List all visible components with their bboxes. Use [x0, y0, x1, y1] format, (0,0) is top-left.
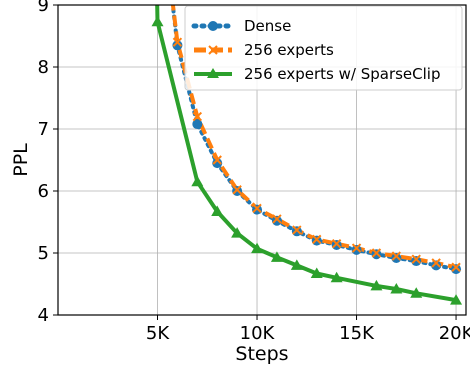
series-lines [155, 5, 458, 303]
data-point-256-experts [451, 262, 461, 272]
data-point-dense [451, 264, 462, 275]
data-point-dense [212, 158, 223, 169]
legend-entry-dense: Dense [191, 17, 291, 35]
data-point-256-experts [212, 155, 222, 165]
legend-marker-256-experts [208, 45, 218, 55]
data-point-256-experts-w-sparseclip [410, 287, 423, 298]
data-point-256-experts-w-sparseclip [231, 227, 244, 238]
legend-label-sparseclip: 256 experts w/ SparseClip [244, 65, 441, 83]
legend-label-dense: Dense [244, 17, 291, 35]
y-tick-label: 4 [38, 305, 49, 326]
legend-entry-sparseclip: 256 experts w/ SparseClip [194, 65, 441, 83]
data-point-256-experts-w-sparseclip [191, 175, 204, 187]
x-tick-label: 15K [339, 323, 375, 344]
data-point-dense [192, 119, 203, 130]
series-line-256-experts [170, 5, 457, 270]
y-tick-label: 8 [38, 57, 49, 78]
legend: Dense 256 experts 256 experts w/ SparseC… [184, 5, 463, 91]
legend-marker-dense [208, 21, 218, 31]
legend-box [184, 5, 463, 91]
data-point-dense [351, 244, 362, 255]
data-point-dense [411, 256, 422, 267]
x-axis-label: Steps [235, 343, 288, 365]
y-tick-label: 6 [38, 181, 49, 202]
data-point-256-experts-w-sparseclip [251, 242, 264, 254]
series-line-256-experts-w-sparseclip [155, 5, 457, 303]
data-point-256-experts-w-sparseclip [370, 279, 383, 291]
legend-entry-256-experts: 256 experts [194, 41, 334, 59]
data-point-dense [172, 40, 183, 51]
data-point-256-experts-w-sparseclip [270, 251, 283, 262]
data-point-256-experts [371, 248, 382, 258]
data-point-dense [391, 252, 402, 263]
y-tick-label: 5 [38, 243, 49, 264]
legend-marker-sparseclip [207, 68, 219, 78]
data-point-256-experts [331, 238, 342, 249]
x-tick-label: 5K [146, 323, 170, 344]
data-point-256-experts [192, 111, 203, 122]
data-point-256-experts-w-sparseclip [211, 205, 224, 216]
data-point-256-experts [172, 37, 183, 47]
series-markers [151, 15, 463, 305]
data-point-256-experts-w-sparseclip [330, 271, 343, 283]
y-tick-label: 9 [38, 0, 49, 16]
data-point-256-experts [391, 251, 402, 261]
data-point-256-experts [232, 185, 242, 195]
legend-label-256-experts: 256 experts [244, 41, 334, 59]
data-point-256-experts [312, 234, 322, 245]
data-point-256-experts-w-sparseclip [390, 282, 403, 294]
data-point-256-experts [431, 258, 441, 268]
axis-ticks: 5K 10K 15K 20K 4 5 6 7 8 9 [38, 0, 470, 344]
data-point-dense [271, 215, 282, 226]
data-point-256-experts [411, 254, 421, 264]
y-axis-label: PPL [10, 143, 32, 177]
data-point-256-experts [292, 225, 302, 235]
data-point-256-experts-w-sparseclip [151, 15, 164, 27]
plot-frame [57, 4, 467, 316]
x-tick-label: 10K [240, 323, 276, 344]
data-point-256-experts [351, 243, 362, 253]
x-tick-label: 20K [439, 323, 470, 344]
data-point-dense [431, 260, 442, 271]
data-point-256-experts-w-sparseclip [290, 259, 303, 270]
data-point-256-experts-w-sparseclip [310, 267, 323, 278]
data-point-256-experts [252, 203, 262, 214]
data-point-256-experts [272, 214, 282, 224]
data-point-256-experts-w-sparseclip [450, 294, 463, 305]
y-tick-label: 7 [38, 119, 49, 140]
